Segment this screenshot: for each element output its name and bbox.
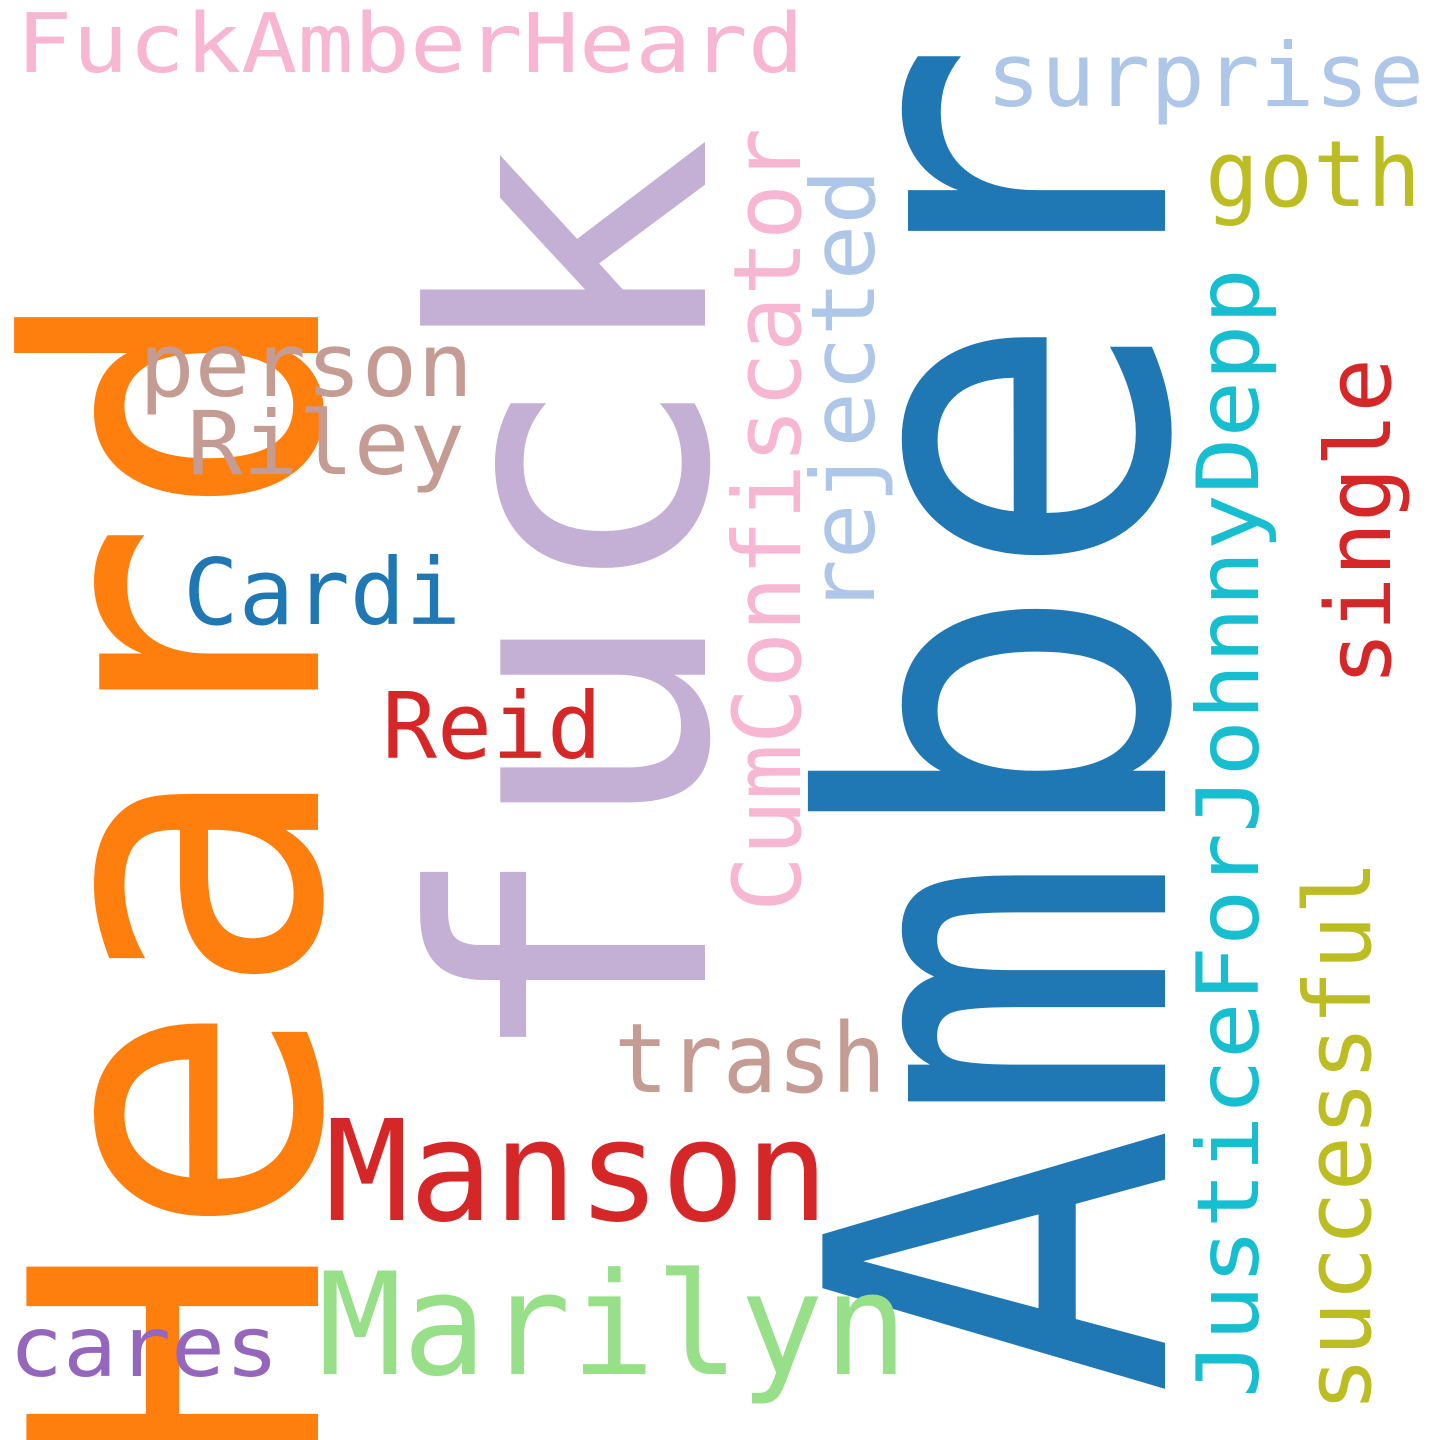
word-successful: successful <box>1285 860 1392 1412</box>
word-manson: Manson <box>325 1091 829 1254</box>
word-person: person <box>139 314 473 417</box>
word-goth: goth <box>1205 121 1421 228</box>
word-heard: Heard <box>0 280 413 1440</box>
word-amber: Amber <box>729 39 1276 1397</box>
word-fuckamberheard: FuckAmberHeard <box>16 0 804 92</box>
word-fuck: fuck <box>358 136 794 1074</box>
word-riley: Riley <box>187 392 465 495</box>
word-cardi: Cardi <box>183 539 461 646</box>
word-reid: Reid <box>382 673 602 780</box>
word-surprise: surprise <box>986 24 1424 127</box>
word-single: single <box>1307 358 1412 686</box>
word-justiceforjohnnydepp: JusticeForJohnnyDepp <box>1179 268 1279 1398</box>
word-cumconfiscator: CumConfiscator <box>714 128 823 912</box>
word-trash: trash <box>614 1003 886 1115</box>
word-marilyn: Marilyn <box>318 1243 908 1408</box>
word-cares: cares <box>9 1298 279 1396</box>
word-rejected: rejected <box>792 169 895 615</box>
